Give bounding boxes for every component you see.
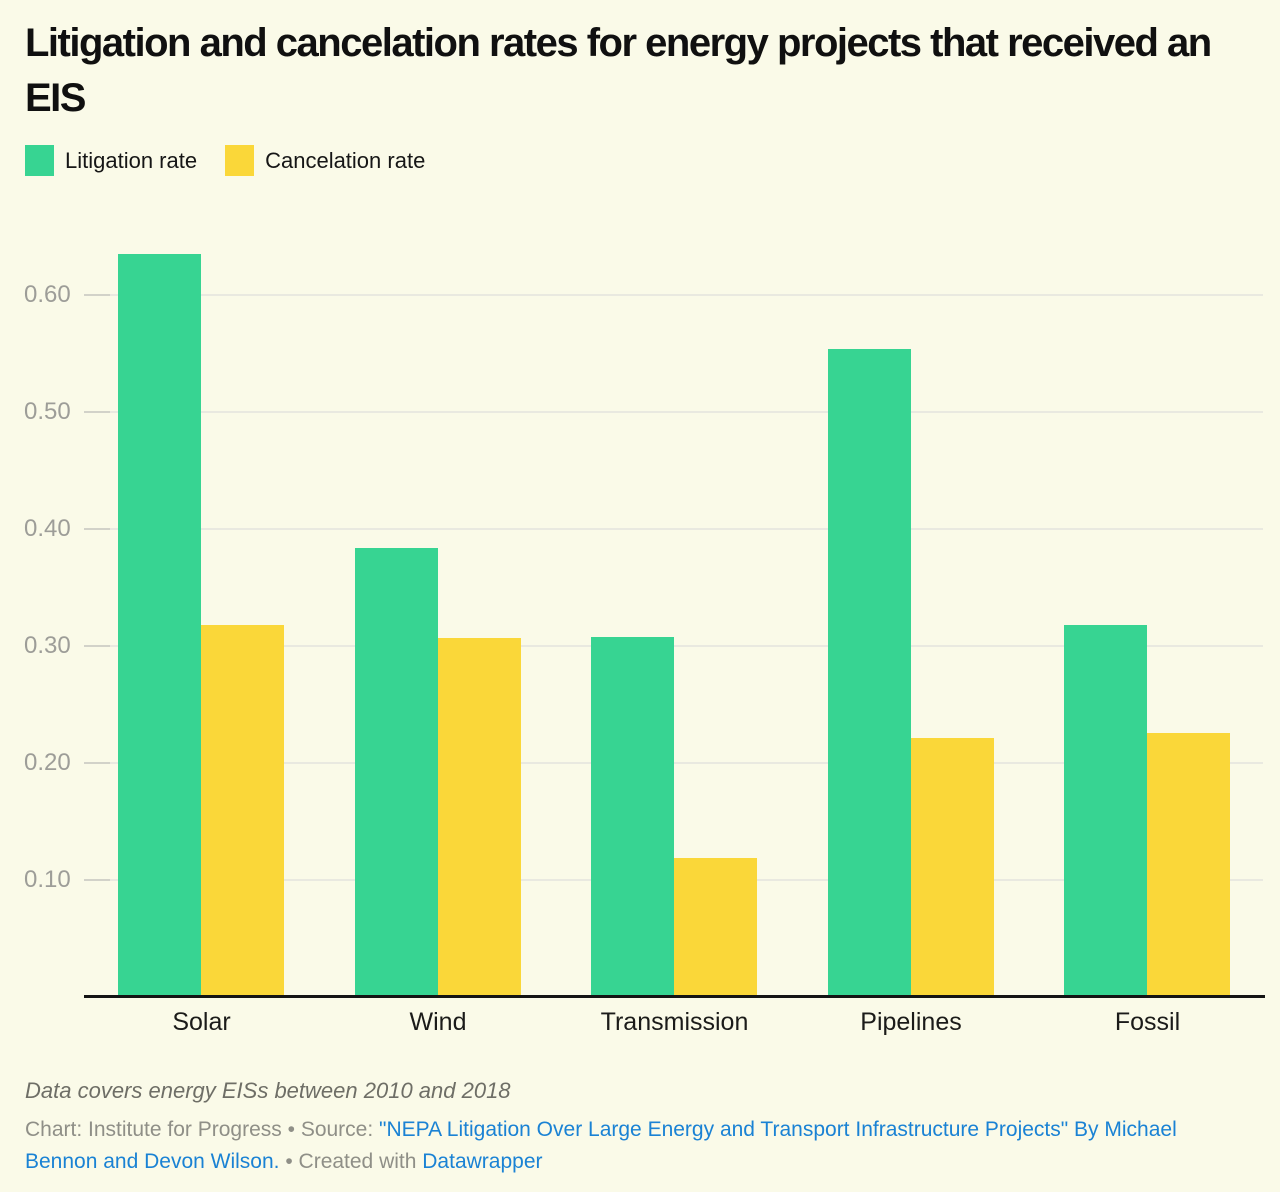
y-tick-label-0.20: 0.20 [24,749,71,776]
y-tick-label-0.40: 0.40 [24,515,71,542]
y-tick-label-0.50: 0.50 [24,398,71,425]
bar-pipelines-litigation-rate [827,348,911,997]
x-category-label-solar: Solar [172,1008,231,1036]
created-with-label: Created with [298,1150,423,1173]
tick-mark-0.30 [84,645,110,647]
chart-credit: Chart: Institute for Progress [25,1118,282,1141]
y-tick-label-0.10: 0.10 [24,866,71,893]
gridline-0.40 [84,528,1263,530]
bar-transmission-litigation-rate [591,636,674,997]
y-tick-label-0.30: 0.30 [24,632,71,659]
source-link[interactable]: "NEPA Litigation Over Large Energy and T… [25,1118,1177,1173]
separator: • [281,1118,301,1141]
x-category-label-wind: Wind [409,1008,467,1036]
attribution: Chart: Institute for Progress • Source: … [25,1114,1235,1178]
x-axis-line [84,995,1265,998]
tick-mark-0.10 [84,879,110,881]
tick-mark-0.50 [84,411,110,413]
bar-transmission-cancelation-rate [674,857,757,997]
tick-mark-0.20 [84,762,110,764]
datawrapper-link[interactable]: Datawrapper [422,1150,543,1173]
legend-label-litigation-rate: Litigation rate [65,147,198,173]
tick-mark-0.40 [84,528,110,530]
x-category-label-pipelines: Pipelines [860,1008,962,1036]
bar-pipelines-cancelation-rate [910,738,994,997]
source-label: Source: [300,1118,380,1141]
y-tick-label-0.60: 0.60 [24,281,71,308]
bar-solar-litigation-rate [118,254,201,997]
bar-fossil-litigation-rate [1064,624,1147,997]
legend-item-litigation-rate: Litigation rate [25,145,197,176]
bar-wind-litigation-rate [354,547,438,997]
bar-solar-cancelation-rate [201,624,284,997]
legend-swatch-cancelation-rate [225,145,255,176]
chart-title: Litigation and cancelation rates for ene… [25,21,1212,120]
bar-fossil-cancelation-rate [1147,732,1230,997]
footnote: Data covers energy EISs between 2010 and… [25,1078,511,1103]
legend-swatch-litigation-rate [25,145,54,176]
tick-mark-0.60 [84,294,110,296]
gridline-0.60 [84,294,1263,296]
gridline-0.50 [84,411,1263,413]
legend-label-cancelation-rate: Cancelation rate [265,147,426,173]
bar-wind-cancelation-rate [437,637,521,997]
legend-item-cancelation-rate: Cancelation rate [225,145,425,176]
x-category-label-fossil: Fossil [1114,1008,1181,1036]
legend: Litigation rate Cancelation rate [25,145,425,176]
x-category-label-transmission: Transmission [600,1008,749,1036]
separator: • [279,1150,299,1173]
